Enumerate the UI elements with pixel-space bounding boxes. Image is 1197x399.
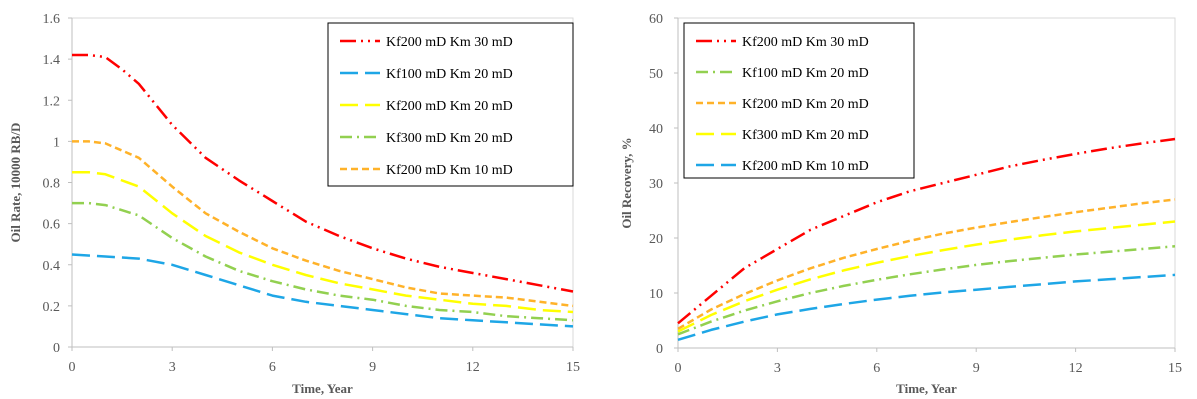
y-tick-label: 10 (649, 287, 663, 302)
x-tick-label: 9 (369, 360, 376, 375)
series-line (71, 253, 574, 328)
legend-label: Kf300 mD Km 20 mD (742, 128, 869, 143)
x-tick-label: 0 (69, 360, 76, 375)
y-tick-label: 60 (649, 12, 663, 27)
y-tick-label: 0.6 (43, 218, 61, 233)
oil-recovery-chart: 0 10 20 30 40 50 60 0 3 6 9 12 15 Time, Year Oil Recov… (619, 12, 1182, 396)
series-line (677, 137, 1176, 325)
x-tick-label: 12 (1069, 361, 1083, 376)
series-line (72, 53, 574, 293)
x-tick-label: 3 (169, 360, 176, 375)
legend-label: Kf200 mD Km 20 mD (386, 99, 513, 114)
y-tick-label: 1.4 (43, 53, 61, 68)
y-tick-label: 30 (649, 177, 663, 192)
x-tick-label: 3 (774, 361, 781, 376)
x-tick-label: 0 (675, 361, 682, 376)
series-line (72, 201, 574, 322)
series-line (72, 170, 574, 314)
legend-label: Kf100 mD Km 20 mD (386, 67, 513, 82)
legend-box (683, 22, 915, 179)
x-tick-label: 15 (566, 360, 580, 375)
y-axis-title: Oil Recovery, % (619, 137, 634, 228)
y-tick-label: 0.4 (43, 259, 61, 274)
y-tick-label: 0 (656, 342, 663, 357)
legend-label: Kf100 mD Km 20 mD (742, 66, 869, 81)
x-tick-label: 15 (1168, 361, 1182, 376)
x-axis-title: Time, Year (292, 381, 353, 396)
y-tick-label: 1.2 (43, 94, 61, 109)
legend-label: Kf200 mD Km 10 mD (386, 163, 513, 178)
x-axis-title: Time, Year (896, 381, 957, 396)
y-tick-label: 0 (53, 341, 60, 356)
x-tick-label: 6 (269, 360, 276, 375)
legend-label: Kf200 mD Km 30 mD (742, 35, 869, 50)
legend-label: Kf300 mD Km 20 mD (386, 131, 513, 146)
series-line (677, 198, 1176, 330)
y-tick-label: 40 (649, 122, 663, 137)
x-tick-label: 9 (973, 361, 980, 376)
y-tick-label: 1 (53, 135, 60, 150)
legend-label: Kf200 mD Km 20 mD (742, 97, 869, 112)
oil-rate-chart: 0 0.2 0.4 0.6 0.8 1 1.2 1.4 1.6 0 3 6 9 12 15 Time, Yea… (8, 12, 580, 396)
series-line (72, 140, 574, 308)
y-tick-label: 20 (649, 232, 663, 247)
y-tick-label: 0.8 (43, 177, 61, 192)
y-tick-label: 0.2 (43, 300, 61, 315)
x-tick-label: 6 (873, 361, 880, 376)
legend-label: Kf200 mD Km 10 mD (742, 159, 869, 174)
legend-label: Kf200 mD Km 30 mD (386, 35, 513, 50)
y-axis-title: Oil Rate, 10000 RB/D (8, 123, 23, 243)
x-tick-label: 12 (466, 360, 480, 375)
series-line (677, 273, 1176, 341)
y-tick-label: 1.6 (43, 12, 61, 27)
series-line (677, 220, 1176, 333)
y-tick-label: 50 (649, 67, 663, 82)
